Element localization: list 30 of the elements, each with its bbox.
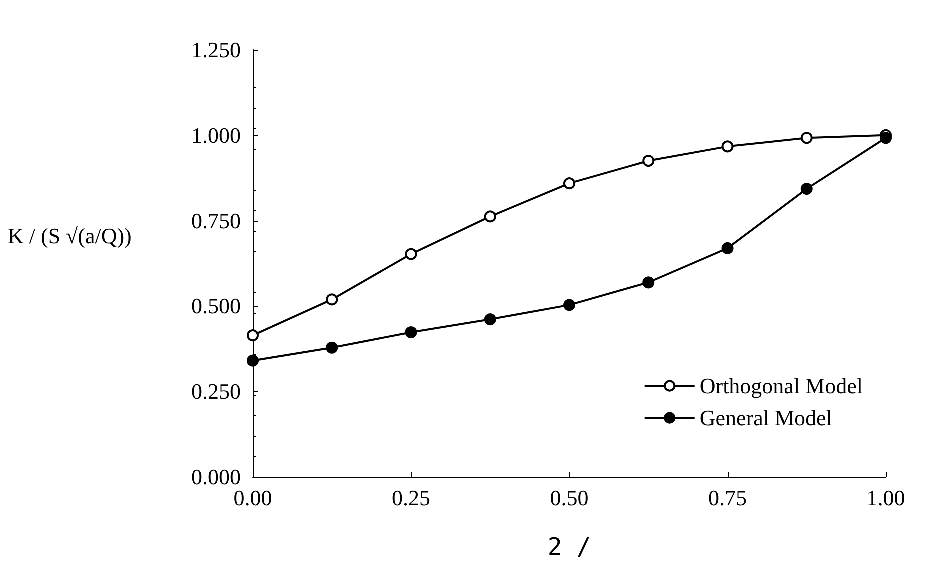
point: [405, 326, 418, 338]
point: [722, 242, 734, 254]
y-tick-label: 1.000: [192, 122, 241, 148]
x-tick-label: 0.25: [392, 486, 430, 510]
y-tick-label: 0.750: [192, 208, 241, 234]
point: [484, 210, 496, 223]
x-axis-title: 2 /: [548, 533, 592, 561]
point: [247, 354, 259, 367]
point: [642, 276, 655, 289]
point: [642, 155, 655, 168]
point: [880, 132, 892, 144]
y-tick-label: 0.500: [192, 294, 241, 319]
legend-label: General Model: [700, 406, 832, 430]
y-tick-label: 1.250: [192, 38, 241, 62]
point: [564, 299, 576, 312]
point: [247, 330, 259, 342]
point: [326, 294, 338, 306]
point: [405, 248, 418, 260]
point: [564, 178, 576, 190]
x-tick-label: 0.50: [550, 486, 589, 510]
point: [800, 183, 813, 196]
point: [326, 342, 338, 354]
y-tick-label: 0.250: [192, 379, 241, 404]
x-tick-label: 1.00: [866, 486, 906, 510]
x-tick-label: 0.75: [708, 486, 747, 510]
y-axis-title: K / (S √(a/Q)): [8, 224, 132, 248]
point: [484, 314, 496, 326]
legend-label: Orthogonal Model: [700, 374, 864, 398]
point: [800, 132, 813, 144]
point: [722, 140, 734, 153]
